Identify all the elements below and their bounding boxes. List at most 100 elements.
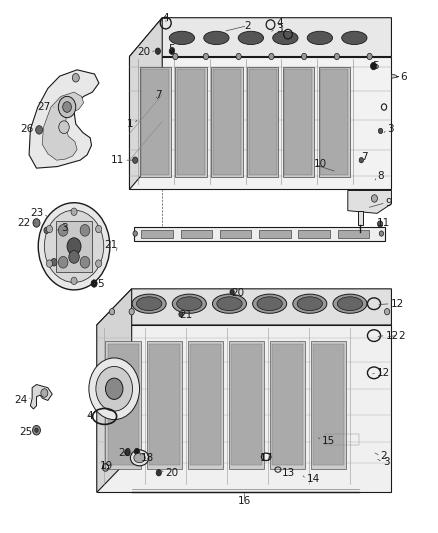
Text: 3: 3 [61,223,67,233]
Polygon shape [229,341,265,469]
Polygon shape [272,344,303,465]
Ellipse shape [132,294,166,313]
Text: 5: 5 [372,61,378,70]
Polygon shape [211,67,243,177]
Text: 2: 2 [381,451,387,461]
Circle shape [32,425,40,435]
Polygon shape [141,230,173,238]
Circle shape [71,277,77,285]
Text: 4: 4 [277,18,283,28]
Circle shape [80,224,90,236]
Polygon shape [149,344,180,465]
Polygon shape [318,67,350,177]
Ellipse shape [137,297,162,311]
Ellipse shape [333,294,367,313]
Circle shape [301,53,307,60]
Polygon shape [134,227,385,241]
Polygon shape [29,70,99,168]
Text: 21: 21 [179,310,192,320]
Circle shape [46,225,53,233]
Ellipse shape [131,450,149,466]
Text: 8: 8 [377,171,384,181]
Polygon shape [130,18,162,189]
Polygon shape [175,67,207,177]
Polygon shape [213,69,241,175]
Polygon shape [247,67,279,177]
Circle shape [72,74,79,82]
Circle shape [169,48,174,54]
Circle shape [230,289,234,295]
Circle shape [110,309,115,315]
Ellipse shape [307,31,332,45]
Polygon shape [270,341,305,469]
Circle shape [41,389,48,397]
Polygon shape [106,341,141,469]
Ellipse shape [297,297,322,311]
Circle shape [35,126,42,134]
Ellipse shape [257,297,283,311]
Circle shape [359,158,364,163]
Polygon shape [259,230,290,238]
Text: 5: 5 [98,279,104,288]
Polygon shape [285,69,312,175]
Polygon shape [190,344,221,465]
Text: 7: 7 [155,90,162,100]
Text: 14: 14 [306,474,320,484]
Text: 17: 17 [260,453,273,463]
Polygon shape [298,230,330,238]
Text: 16: 16 [238,496,251,506]
Ellipse shape [217,297,242,311]
Circle shape [33,219,40,227]
Circle shape [80,256,90,268]
Polygon shape [97,289,132,492]
Polygon shape [358,211,363,225]
Circle shape [155,48,160,54]
Polygon shape [180,230,212,238]
Text: 2: 2 [398,330,405,341]
Polygon shape [30,384,52,409]
Text: 4: 4 [162,13,169,23]
Ellipse shape [293,294,327,313]
Circle shape [59,121,69,134]
Circle shape [179,312,183,317]
Text: 4: 4 [86,411,93,422]
Circle shape [96,367,133,411]
Ellipse shape [177,297,202,311]
Text: 23: 23 [30,208,43,219]
Polygon shape [177,69,205,175]
Polygon shape [97,325,392,492]
Text: 20: 20 [137,47,150,57]
Text: 9: 9 [386,198,392,208]
Polygon shape [141,69,169,175]
Polygon shape [231,344,262,465]
Circle shape [46,260,53,267]
Ellipse shape [204,31,229,45]
Circle shape [378,128,383,134]
Text: 20: 20 [231,288,244,298]
Polygon shape [97,289,392,325]
Polygon shape [130,56,392,189]
Circle shape [106,378,123,399]
Circle shape [58,96,76,118]
Polygon shape [392,74,397,78]
Polygon shape [348,190,392,213]
Polygon shape [311,341,346,469]
Circle shape [334,53,339,60]
Circle shape [58,256,68,268]
Text: 13: 13 [283,468,296,478]
Ellipse shape [273,31,298,45]
Text: 22: 22 [17,218,30,228]
Circle shape [51,259,57,266]
Circle shape [133,231,138,236]
Text: 15: 15 [321,436,335,446]
Text: 11: 11 [377,218,390,228]
Text: 26: 26 [20,124,33,134]
Circle shape [95,260,102,267]
Ellipse shape [253,294,287,313]
Text: 12: 12 [386,330,399,341]
Text: 3: 3 [383,457,389,467]
Circle shape [69,251,79,263]
Circle shape [91,280,97,287]
Polygon shape [283,67,314,177]
Polygon shape [147,341,182,469]
